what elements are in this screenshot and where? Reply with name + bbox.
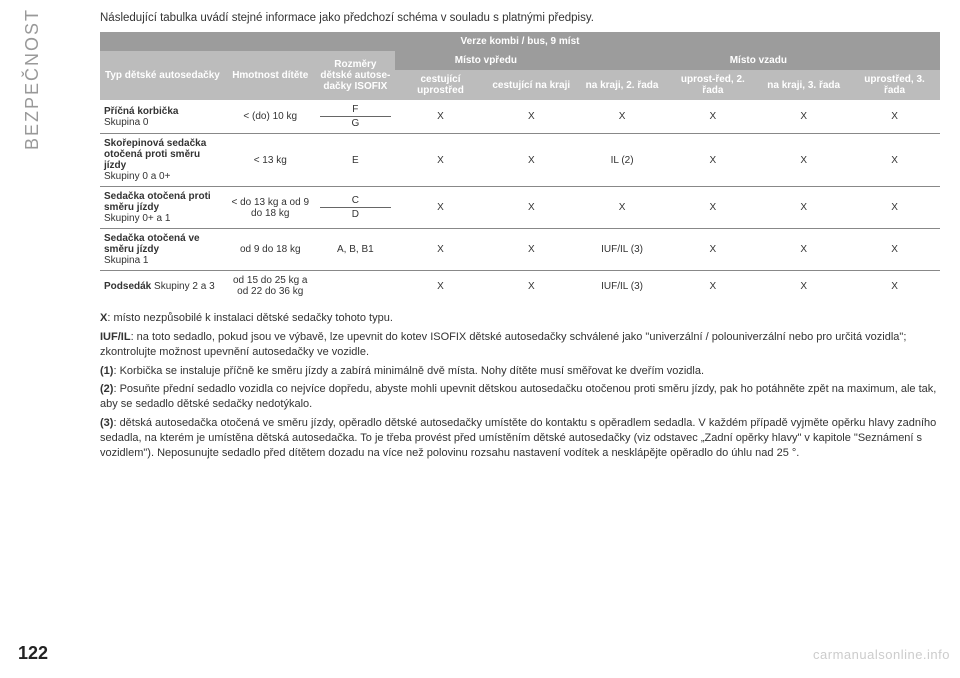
- seat-table: Verze kombi / bus, 9 míst Typ dětské aut…: [100, 32, 940, 301]
- row2-dim: CD: [316, 187, 395, 229]
- intro-text: Následující tabulka uvádí stejné informa…: [100, 12, 940, 24]
- row2-v1: X: [486, 187, 577, 229]
- row3-w: od 9 do 18 kg: [225, 229, 316, 271]
- row4-v1: X: [486, 271, 577, 302]
- row1-v2: IL (2): [577, 134, 668, 187]
- row3-label: Sedačka otočená ve směru jízdySkupina 1: [100, 229, 225, 271]
- th-r2: uprost-řed, 2. řada: [667, 70, 758, 100]
- row1-v4: X: [758, 134, 849, 187]
- th-r3: na kraji, 3. řada: [758, 70, 849, 100]
- th-rear: Místo vzadu: [577, 51, 940, 70]
- row2-v3: X: [667, 187, 758, 229]
- row2-v0: X: [395, 187, 486, 229]
- row3-v3: X: [667, 229, 758, 271]
- row4-w: od 15 do 25 kg a od 22 do 36 kg: [225, 271, 316, 302]
- th-typ: Typ dětské autosedačky: [100, 51, 225, 100]
- th-f1: cestující uprostřed: [395, 70, 486, 100]
- row3-v0: X: [395, 229, 486, 271]
- row1-v1: X: [486, 134, 577, 187]
- row1-v5: X: [849, 134, 940, 187]
- table-top-header: Verze kombi / bus, 9 míst: [100, 32, 940, 51]
- row0-v2: X: [577, 100, 668, 134]
- watermark: carmanualsonline.info: [813, 647, 950, 662]
- row3-v2: IUF/IL (3): [577, 229, 668, 271]
- th-hmot: Hmotnost dítěte: [225, 51, 316, 100]
- note-x: X: místo nezpůsobilé k instalaci dětské …: [100, 311, 940, 326]
- notes: X: místo nezpůsobilé k instalaci dětské …: [100, 311, 940, 461]
- row1-v3: X: [667, 134, 758, 187]
- row0-v3: X: [667, 100, 758, 134]
- th-f2: cestující na kraji: [486, 70, 577, 100]
- th-front: Místo vpředu: [395, 51, 577, 70]
- row0-v1: X: [486, 100, 577, 134]
- row4-dim: [316, 271, 395, 302]
- row2-v5: X: [849, 187, 940, 229]
- page-content: Následující tabulka uvádí stejné informa…: [100, 12, 940, 465]
- row1-label: Skořepinová sedačka otočená proti směru …: [100, 134, 225, 187]
- row4-v4: X: [758, 271, 849, 302]
- note-3: (3): dětská autosedačka otočená ve směru…: [100, 416, 940, 461]
- page-number: 122: [18, 643, 48, 664]
- row2-v2: X: [577, 187, 668, 229]
- row3-v5: X: [849, 229, 940, 271]
- row0-dim: FG: [316, 100, 395, 134]
- row3-dim: A, B, B1: [316, 229, 395, 271]
- note-iuf: IUF/IL: na toto sedadlo, pokud jsou ve v…: [100, 330, 940, 360]
- row1-v0: X: [395, 134, 486, 187]
- th-roz: Rozměry dětské autose-dačky ISOFIX: [316, 51, 395, 100]
- row2-label: Sedačka otočená proti směru jízdySkupiny…: [100, 187, 225, 229]
- row3-v4: X: [758, 229, 849, 271]
- row0-v4: X: [758, 100, 849, 134]
- row0-v0: X: [395, 100, 486, 134]
- row2-w: < do 13 kg a od 9 do 18 kg: [225, 187, 316, 229]
- row2-v4: X: [758, 187, 849, 229]
- row0-w: < (do) 10 kg: [225, 100, 316, 134]
- row0-label: Příčná korbičkaSkupina 0: [100, 100, 225, 134]
- note-2: (2): Posuňte přední sedadlo vozidla co n…: [100, 382, 940, 412]
- row1-dim: E: [316, 134, 395, 187]
- row4-v3: X: [667, 271, 758, 302]
- row1-w: < 13 kg: [225, 134, 316, 187]
- sidebar-label: BEZPEČNOST: [22, 8, 43, 150]
- row4-v0: X: [395, 271, 486, 302]
- row4-label: Podsedák Skupiny 2 a 3: [100, 271, 225, 302]
- th-r4: uprostřed, 3. řada: [849, 70, 940, 100]
- row4-v2: IUF/IL (3): [577, 271, 668, 302]
- row4-v5: X: [849, 271, 940, 302]
- th-r1: na kraji, 2. řada: [577, 70, 668, 100]
- note-1: (1): Korbička se instaluje příčně ke smě…: [100, 364, 940, 379]
- row3-v1: X: [486, 229, 577, 271]
- row0-v5: X: [849, 100, 940, 134]
